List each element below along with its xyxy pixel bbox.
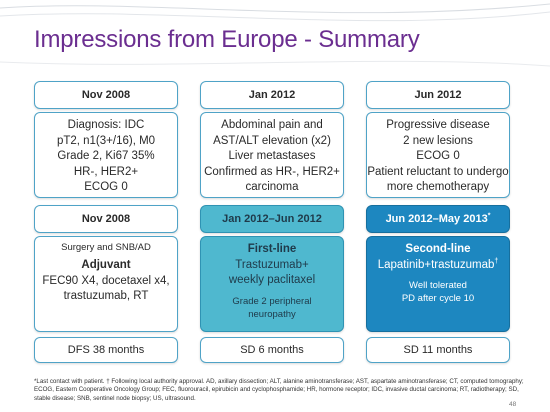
footnote: *Last contact with patient. † Following … — [34, 378, 524, 402]
col1-surgery: Surgery and SNB/AD — [61, 242, 151, 253]
col3-note-line: PD after cycle 10 — [401, 293, 475, 304]
col2-note-line: neuropathy — [248, 308, 296, 320]
col2-header-mid-label: Jan 2012–Jun 2012 — [222, 213, 322, 225]
page-number: 48 — [509, 401, 517, 408]
slide-title: Impressions from Europe - Summary — [34, 26, 420, 53]
col1-outcome: DFS 38 months — [67, 344, 145, 356]
col3-event-box: Progressive disease 2 new lesions ECOG 0… — [366, 112, 510, 198]
col2-header-top: Jan 2012 — [200, 81, 344, 109]
col2-treatment-box: First-line Trastuzumab+ weekly paclitaxe… — [200, 236, 344, 332]
col2-header-top-label: Jan 2012 — [248, 89, 296, 101]
col1-adjuvant-title: Adjuvant — [81, 259, 131, 271]
col3-event-line: 2 new lesions — [403, 134, 473, 147]
col1-diagnosis-box: Diagnosis: IDC pT2, n1(3+/16), M0 Grade … — [34, 112, 178, 198]
col3-header-mid-mark: * — [487, 212, 491, 220]
col1-diagnosis-line: HR-, HER2+ — [73, 165, 139, 178]
col3-header-mid: Jun 2012–May 2013* — [366, 205, 510, 233]
col3-event-line: Progressive disease — [386, 119, 490, 131]
col3-event-line: ECOG 0 — [416, 150, 460, 162]
col2-event-line: Confirmed as HR-, HER2+ — [204, 165, 340, 178]
col2-regimen-line: weekly paclitaxel — [228, 274, 316, 286]
col3-outcome: SD 11 months — [403, 344, 473, 356]
col2-outcome-box: SD 6 months — [200, 337, 344, 363]
col3-note-line: Well tolerated — [409, 280, 467, 291]
col2-event-line: Abdominal pain and — [221, 119, 323, 131]
col3-header-top-label: Jun 2012 — [414, 89, 462, 101]
col3-regimen-mark: † — [494, 257, 499, 265]
col2-outcome: SD 6 months — [240, 344, 304, 356]
col2-event-line: carcinoma — [245, 181, 299, 193]
col3-treatment-box: Second-line Lapatinib+trastuzumab† Well … — [366, 236, 510, 332]
col1-diagnosis-line: Diagnosis: IDC — [67, 119, 145, 131]
decorative-header-lines — [0, 3, 550, 67]
col3-line-title: Second-line — [405, 243, 471, 255]
col2-header-mid: Jan 2012–Jun 2012 — [200, 205, 344, 233]
col1-treatment-box: Surgery and SNB/AD Adjuvant FEC90 X4, do… — [34, 236, 178, 332]
col1-header-top-label: Nov 2008 — [81, 89, 131, 101]
col1-diagnosis-line: pT2, n1(3+/16), M0 — [56, 134, 156, 147]
col2-line-title: First-line — [247, 243, 297, 255]
col2-event-line: Liver metastases — [228, 150, 316, 162]
col1-header-top: Nov 2008 — [34, 81, 178, 109]
col2-note-line: Grade 2 peripheral — [232, 295, 312, 307]
col3-regimen: Lapatinib+trastuzumab — [377, 258, 495, 271]
col3-header-mid-label: Jun 2012–May 2013 — [385, 213, 488, 225]
col3-header-top: Jun 2012 — [366, 81, 510, 109]
col1-header-mid-label: Nov 2008 — [81, 213, 131, 225]
col1-outcome-box: DFS 38 months — [34, 337, 178, 363]
col2-event-line: AST/ALT elevation (x2) — [213, 134, 331, 147]
col3-outcome-box: SD 11 months — [366, 337, 510, 363]
col2-event-box: Abdominal pain and AST/ALT elevation (x2… — [200, 112, 344, 198]
col3-event-line: more chemotherapy — [386, 181, 490, 193]
col1-diagnosis-line: ECOG 0 — [84, 181, 128, 193]
col1-diagnosis-line: Grade 2, Ki67 35% — [57, 150, 155, 162]
col1-adjuvant-line: FEC90 X4, docetaxel x4, — [42, 274, 170, 287]
col1-adjuvant-line: trastuzumab, RT — [63, 290, 149, 302]
col2-regimen-line: Trastuzumab+ — [235, 258, 309, 271]
col3-event-line: Patient reluctant to undergo — [367, 165, 509, 178]
col1-header-mid: Nov 2008 — [34, 205, 178, 233]
